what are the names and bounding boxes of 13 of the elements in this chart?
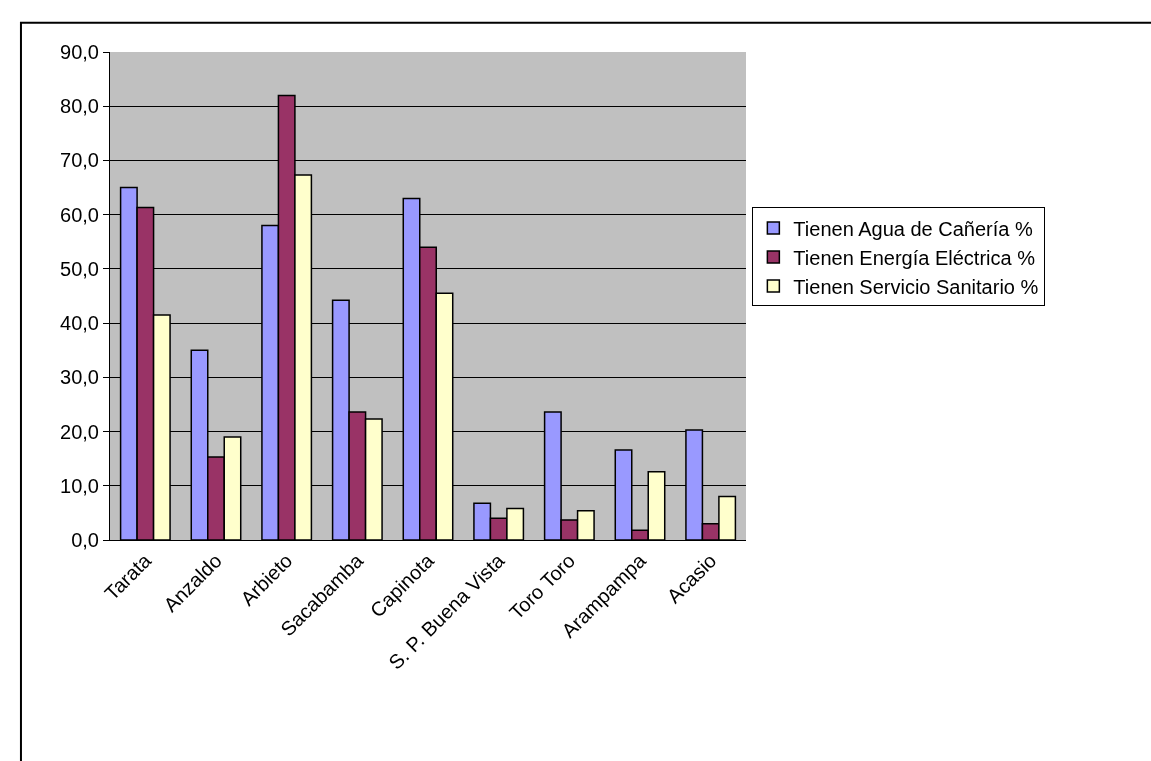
y-tick-label: 10,0 bbox=[60, 474, 99, 497]
y-tick-label: 60,0 bbox=[60, 203, 99, 226]
legend-label: Tienen Agua de Cañería % bbox=[793, 217, 1033, 240]
y-tick-label: 70,0 bbox=[60, 149, 99, 172]
y-tick-label: 40,0 bbox=[60, 312, 99, 335]
y-tick-label: 90,0 bbox=[60, 41, 99, 63]
y-tick-label: 80,0 bbox=[60, 95, 99, 118]
y-tick-label: 30,0 bbox=[60, 366, 99, 389]
y-tick-label: 0,0 bbox=[71, 529, 99, 551]
legend-label: Tienen Servicio Sanitario % bbox=[793, 275, 1039, 298]
legend-label: Tienen Energía Eléctrica % bbox=[793, 246, 1036, 269]
y-tick-label: 20,0 bbox=[60, 420, 99, 443]
y-tick-label: 50,0 bbox=[60, 257, 99, 280]
